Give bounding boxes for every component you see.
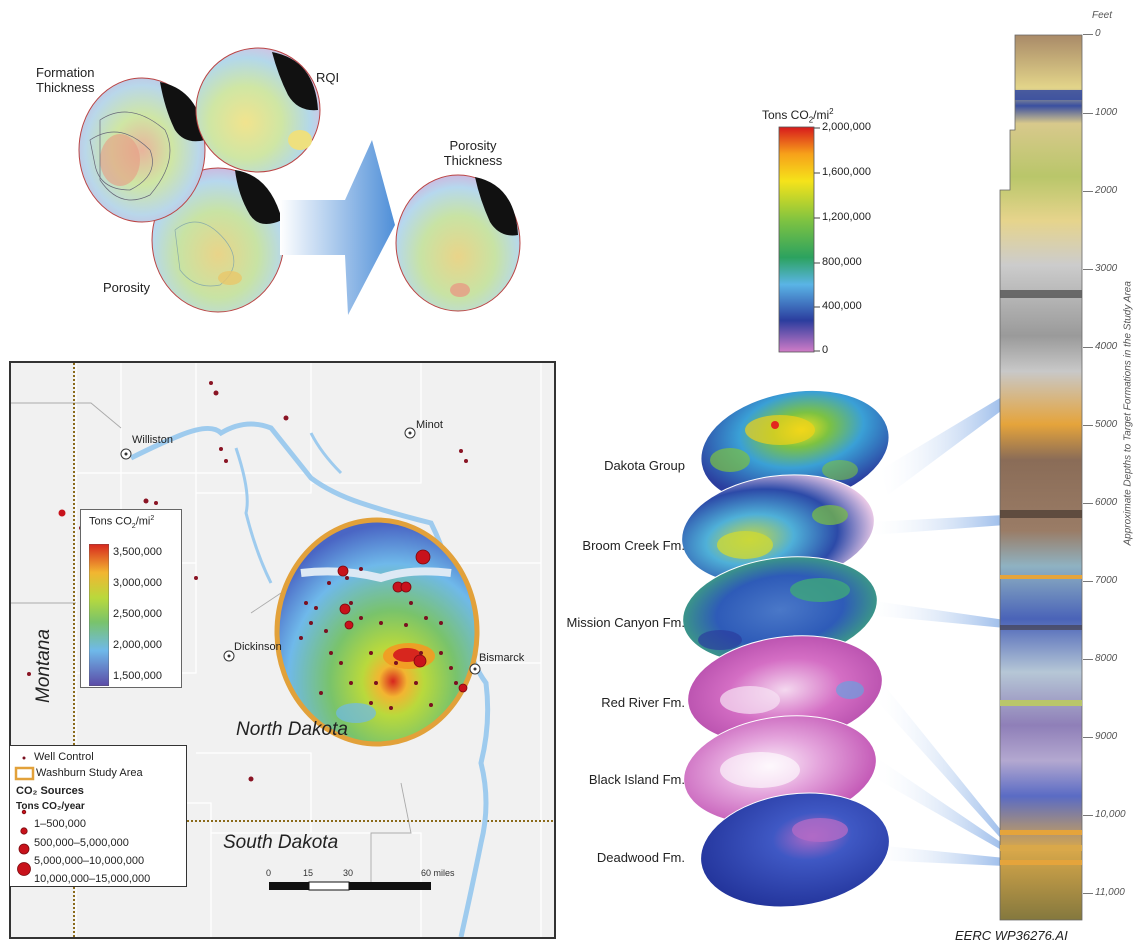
inset-colorbar-tick: 3,000,000 [113,577,162,589]
depth-tick-label: 11,000 [1095,887,1125,898]
depth-tick-mark [1083,34,1093,35]
formation-thickness-label: Formation Thickness [36,65,95,95]
legend-units: Tons CO₂/year [16,801,85,812]
state-label-south-dakota: South Dakota [223,832,338,854]
inset-colorbar-title-text: Tons CO [89,516,132,528]
porosity-thickness-label-line1: Porosity [450,138,497,153]
depth-tick-mark [1083,191,1093,192]
callout-wedges [868,395,1005,866]
main-colorbar-title-text: Tons CO [762,108,809,122]
inset-colorbar-title-tail: /mi [136,516,151,528]
main-colorbar-tick: 1,200,000 [822,211,871,223]
formation-label: Deadwood Fm. [540,850,685,865]
depth-tick-label: 9000 [1095,731,1117,742]
porosity-thickness-map-circle [396,175,520,311]
depth-axis-title: Approximate Depths to Target Formations … [1123,346,1133,546]
city-label-dickinson: Dickinson [234,640,282,655]
main-colorbar-tick: 400,000 [822,300,862,312]
legend-class: 5,000,000–10,000,000 [34,855,144,867]
scale-tick: 30 [343,868,353,878]
inset-legend: Well Control Washburn Study Area CO₂ Sou… [9,745,187,887]
depth-tick-mark [1083,113,1093,114]
figure-credit: EERC WP36276.AI [955,928,1068,943]
depth-tick-label: 8000 [1095,653,1117,664]
formation-thickness-map-circle [79,78,205,222]
city-label-minot: Minot [416,418,443,433]
inset-colorbar-tick: 3,500,000 [113,546,162,558]
inset-colorbar-tick: 1,500,000 [113,670,162,682]
depth-tick-label: 7000 [1095,575,1117,586]
depth-tick-mark [1083,581,1093,582]
depth-tick-mark [1083,737,1093,738]
depth-tick-label: 4000 [1095,341,1117,352]
depth-tick-label: 6000 [1095,497,1117,508]
porosity-label: Porosity [103,280,150,295]
city-label-bismarck: Bismarck [479,651,524,666]
depth-tick-label: 3000 [1095,263,1117,274]
formation-label: Red River Fm. [540,695,685,710]
main-colorbar [779,127,814,352]
formation-label: Mission Canyon Fm. [540,615,685,630]
main-colorbar-ticks [814,128,820,351]
depth-tick-mark [1083,347,1093,348]
porosity-thickness-label: Porosity Thickness [423,138,523,168]
process-arrow [280,140,395,315]
depth-tick-label: 1000 [1095,107,1117,118]
legend-class: 500,000–5,000,000 [34,837,129,849]
formation-thickness-label-line2: Thickness [36,80,95,95]
scale-tick: 15 [303,868,313,878]
scale-tick: 60 miles [421,868,455,878]
formation-label: Dakota Group [540,458,685,473]
legend-co2-sources: CO₂ Sources [16,785,84,797]
main-colorbar-tick: 0 [822,344,828,356]
state-label-north-dakota: North Dakota [236,719,348,741]
depth-tick-mark [1083,659,1093,660]
main-colorbar-tick: 800,000 [822,256,862,268]
main-colorbar-tick: 1,600,000 [822,166,871,178]
stratigraphic-column [1000,35,1082,920]
rqi-map-circle [196,48,320,172]
porosity-thickness-label-line2: Thickness [444,153,503,168]
legend-class: 10,000,000–15,000,000 [34,873,150,885]
depth-tick-mark [1083,425,1093,426]
depth-tick-label: 2000 [1095,185,1117,196]
inset-colorbar-tick: 2,000,000 [113,639,162,651]
inset-colorbar [89,544,109,686]
inset-colorbar-tick: 2,500,000 [113,608,162,620]
inset-colorbar-title: Tons CO2/mi2 [89,515,154,530]
inset-colorbar-title-sup: 2 [150,515,154,522]
depth-tick-label: 5000 [1095,419,1117,430]
depth-axis-unit: Feet [1092,10,1112,21]
formation-label: Broom Creek Fm. [540,538,685,553]
legend-well-control: Well Control [34,751,94,763]
depth-tick-mark [1083,503,1093,504]
city-label-williston: Williston [132,433,173,448]
depth-tick-mark [1083,269,1093,270]
depth-tick-label: 0 [1095,28,1101,39]
depth-tick-label: 10,000 [1095,809,1126,820]
depth-tick-mark [1083,815,1093,816]
main-colorbar-title-sup: 2 [829,107,833,116]
rqi-label: RQI [316,70,339,85]
legend-class: 1–500,000 [34,818,86,830]
formation-thickness-label-line1: Formation [36,65,95,80]
depth-tick-mark [1083,893,1093,894]
state-label-montana: Montana [33,603,55,703]
washburn-study-area [277,520,477,744]
main-colorbar-tick: 2,000,000 [822,121,871,133]
main-colorbar-title-tail: /mi [813,108,829,122]
formation-label: Black Island Fm. [540,772,685,787]
legend-study-area: Washburn Study Area [36,767,143,779]
scale-tick: 0 [266,868,271,878]
